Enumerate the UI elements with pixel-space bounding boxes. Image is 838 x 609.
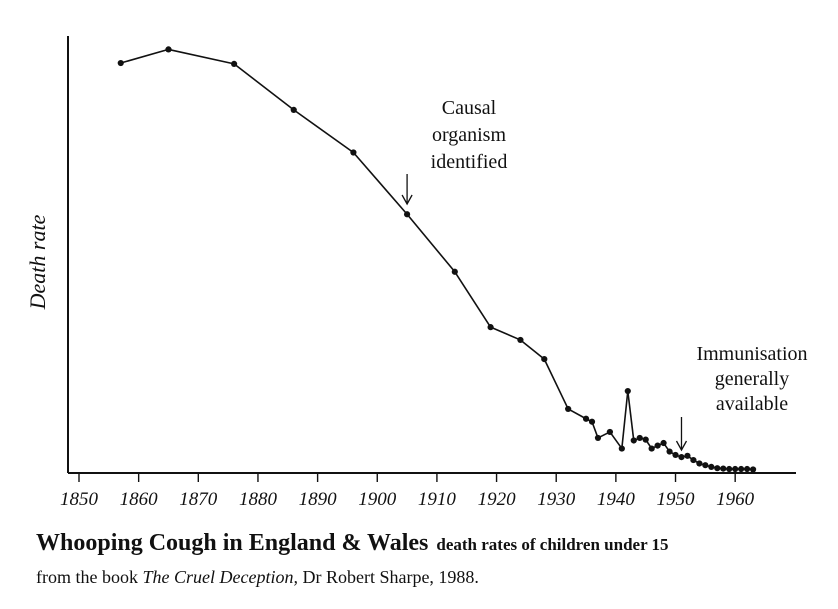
data-point-1886 xyxy=(290,106,297,113)
data-point-1896 xyxy=(350,149,357,156)
data-point-1932 xyxy=(565,405,572,413)
data-point-1936 xyxy=(588,418,596,425)
data-point-1957 xyxy=(714,465,721,472)
caption: Whooping Cough in England & Wales death … xyxy=(36,528,826,588)
annotation-1-arrow-head xyxy=(675,440,688,452)
y-axis-label: Death rate xyxy=(25,214,50,310)
x-tick-label-1890: 1890 xyxy=(299,489,338,510)
data-point-1905 xyxy=(403,211,411,218)
axes xyxy=(67,36,796,474)
series-segment xyxy=(406,213,456,273)
annotation-1-line-2: available xyxy=(716,393,788,415)
data-point-1919 xyxy=(487,324,494,331)
data-point-1865 xyxy=(165,46,172,53)
data-point-1956 xyxy=(708,463,715,470)
series-line xyxy=(120,48,754,471)
data-point-1939 xyxy=(606,428,614,436)
data-point-1935 xyxy=(582,415,590,422)
series-segment xyxy=(543,358,569,410)
data-point-1876 xyxy=(230,60,238,67)
data-point-1953 xyxy=(690,456,697,464)
x-tick-label-1900: 1900 xyxy=(358,489,397,510)
caption-source-suffix: Dr Robert Sharpe, 1988. xyxy=(297,567,479,587)
data-point-1949 xyxy=(666,448,673,455)
data-point-1961 xyxy=(738,465,745,473)
x-tick-label-1860: 1860 xyxy=(120,489,159,510)
annotation-1-line-1: generally xyxy=(715,368,789,390)
annotation-1-line-0: Immunisation xyxy=(696,343,807,365)
annotation-0-line-2: identified xyxy=(431,151,508,173)
data-point-1960 xyxy=(732,465,739,473)
x-tick-label-1930: 1930 xyxy=(537,489,576,510)
x-tick-label-1870: 1870 xyxy=(179,489,218,510)
series-segment xyxy=(621,390,629,449)
data-point-1937 xyxy=(594,434,602,442)
data-point-1944 xyxy=(636,434,643,442)
caption-heading: Whooping Cough in England & Wales death … xyxy=(36,528,826,561)
series-segment xyxy=(519,339,545,360)
data-point-1913 xyxy=(451,268,458,275)
annotation-0-arrow-head xyxy=(401,194,413,206)
series-segment xyxy=(627,390,635,441)
data-point-1952 xyxy=(684,452,691,459)
data-point-1946 xyxy=(648,445,655,452)
series-segment xyxy=(567,408,587,420)
x-tick-label-1850: 1850 xyxy=(60,489,99,510)
data-point-1857 xyxy=(117,59,124,67)
series-segment xyxy=(490,326,521,341)
caption-book-title: The Cruel Deception, xyxy=(142,567,298,587)
data-point-1924 xyxy=(517,336,524,344)
data-point-1942 xyxy=(624,387,631,395)
annotation-0-line-1: organism xyxy=(432,124,507,146)
series-segment xyxy=(293,109,354,154)
annotations: Causal organism identified Immunisation gene… xyxy=(401,97,808,452)
data-point-1958 xyxy=(720,465,727,472)
x-tick-label-1920: 1920 xyxy=(478,489,517,510)
data-points xyxy=(117,46,757,473)
data-point-1954 xyxy=(696,460,703,467)
x-axis-ticks: 1850 1860 1870 1880 1890 1900 1910 1920 1930 1940… xyxy=(60,473,755,510)
series-segment xyxy=(168,48,235,65)
x-tick-label-1910: 1910 xyxy=(418,489,457,510)
series-segment xyxy=(609,431,623,450)
data-point-1945 xyxy=(642,436,649,443)
data-point-1962 xyxy=(744,465,751,473)
chart: Death rate 1850 1860 1870 1880 1890 1900 1910 1… xyxy=(25,36,808,510)
data-point-1963 xyxy=(749,466,757,473)
data-point-1950 xyxy=(672,451,679,459)
data-point-1951 xyxy=(678,453,685,461)
data-point-1941 xyxy=(618,445,625,452)
data-point-1955 xyxy=(702,462,709,469)
x-tick-label-1960: 1960 xyxy=(716,489,755,510)
annotation-0-line-0: Causal xyxy=(442,97,497,119)
caption-source-prefix: from the book xyxy=(36,567,143,587)
data-point-1948 xyxy=(660,439,667,447)
series-segment xyxy=(352,151,408,215)
x-tick-label-1880: 1880 xyxy=(239,489,278,510)
caption-source: from the book The Cruel Deception, Dr Ro… xyxy=(36,567,826,588)
data-point-1959 xyxy=(726,465,733,473)
series-segment xyxy=(454,271,492,328)
series-segment xyxy=(233,63,295,111)
data-point-1947 xyxy=(654,442,661,449)
data-point-1943 xyxy=(630,437,637,444)
x-tick-label-1940: 1940 xyxy=(597,489,636,510)
x-tick-label-1950: 1950 xyxy=(657,489,696,510)
caption-subtitle: death rates of children under 15 xyxy=(436,535,669,554)
series-segment xyxy=(120,48,169,64)
caption-title: Whooping Cough in England & Wales xyxy=(36,530,429,556)
data-point-1928 xyxy=(541,356,548,363)
